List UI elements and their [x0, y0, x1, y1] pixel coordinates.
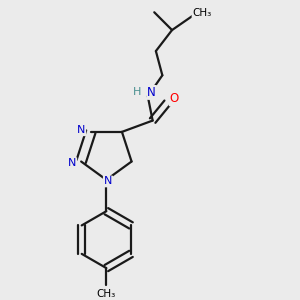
Text: N: N	[77, 125, 85, 135]
Text: CH₃: CH₃	[193, 8, 212, 18]
Text: CH₃: CH₃	[97, 289, 116, 299]
Text: H: H	[133, 87, 141, 98]
Text: O: O	[170, 92, 179, 105]
Text: N: N	[147, 86, 156, 99]
Text: N: N	[104, 176, 112, 186]
Text: N: N	[68, 158, 76, 168]
